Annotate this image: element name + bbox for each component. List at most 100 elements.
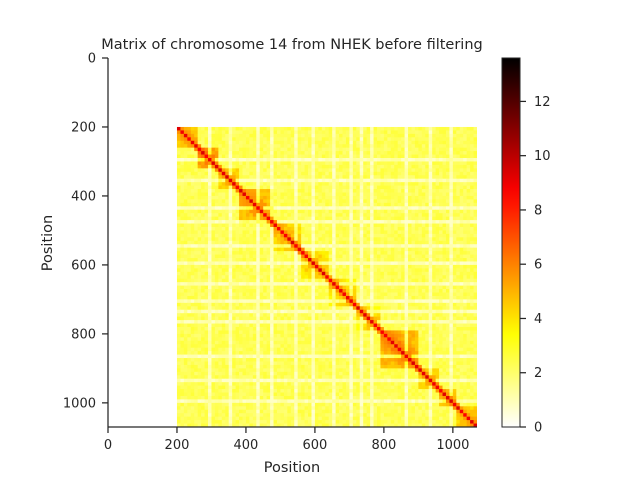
- heatmap-cell: [442, 126, 447, 131]
- heatmap-cell: [294, 278, 299, 283]
- heatmap-cell: [449, 275, 454, 280]
- heatmap-cell: [214, 178, 219, 183]
- heatmap-cell: [439, 275, 443, 280]
- heatmap-cell: [225, 226, 230, 231]
- heatmap-cell: [211, 244, 216, 249]
- heatmap-cell: [421, 171, 426, 176]
- heatmap-cell: [239, 268, 243, 273]
- heatmap-cell: [325, 202, 330, 207]
- heatmap-cell: [290, 158, 295, 162]
- heatmap-cell: [294, 185, 299, 190]
- heatmap-cell: [397, 195, 402, 200]
- heatmap-cell: [432, 209, 437, 214]
- heatmap-cell: [390, 309, 395, 314]
- heatmap-cell: [328, 137, 333, 142]
- heatmap-cell: [311, 268, 316, 273]
- heatmap-cell: [235, 323, 240, 328]
- heatmap-cell: [280, 216, 285, 221]
- heatmap-cell: [449, 140, 454, 145]
- heatmap-cell: [208, 233, 212, 238]
- heatmap-cell: [387, 264, 392, 269]
- heatmap-cell: [190, 254, 195, 259]
- heatmap-cell: [321, 309, 326, 314]
- heatmap-cell: [180, 233, 185, 238]
- heatmap-cell: [176, 154, 181, 159]
- heatmap-cell: [408, 258, 412, 262]
- heatmap-cell: [256, 302, 261, 307]
- heatmap-cell: [287, 192, 292, 197]
- heatmap-cell: [349, 320, 354, 324]
- heatmap-cell: [363, 247, 368, 252]
- heatmap-cell: [311, 254, 316, 259]
- heatmap-cell: [394, 137, 399, 142]
- heatmap-cell: [252, 140, 257, 145]
- heatmap-cell: [463, 158, 468, 162]
- heatmap-cell: [459, 320, 464, 324]
- heatmap-cell: [249, 271, 254, 276]
- heatmap-cell: [221, 216, 226, 221]
- heatmap-cell: [352, 230, 357, 235]
- heatmap-cell: [266, 302, 271, 307]
- heatmap-cell: [242, 240, 247, 245]
- heatmap-cell: [401, 275, 405, 280]
- heatmap-cell: [208, 164, 212, 169]
- heatmap-cell: [256, 299, 261, 304]
- heatmap-cell: [183, 230, 188, 235]
- heatmap-cell: [214, 323, 219, 328]
- heatmap-cell: [301, 237, 305, 242]
- heatmap-cell: [363, 144, 368, 149]
- heatmap-cell: [414, 292, 419, 297]
- heatmap-cell: [201, 316, 205, 321]
- heatmap-cell: [204, 299, 209, 304]
- heatmap-cell: [221, 130, 226, 135]
- heatmap-cell: [339, 237, 343, 242]
- heatmap-cell: [249, 306, 254, 311]
- heatmap-cell: [290, 258, 295, 262]
- heatmap-cell: [290, 285, 295, 290]
- heatmap-cell: [459, 209, 464, 214]
- heatmap-cell: [442, 192, 447, 197]
- heatmap-cell: [411, 258, 416, 262]
- heatmap-cell: [301, 313, 305, 318]
- heatmap-cell: [242, 164, 247, 169]
- heatmap-cell: [387, 178, 392, 183]
- heatmap-cell: [235, 306, 240, 311]
- heatmap-cell: [270, 230, 274, 235]
- heatmap-cell: [411, 278, 416, 283]
- heatmap-cell: [232, 233, 236, 238]
- heatmap-cell: [470, 285, 474, 290]
- heatmap-cell: [221, 126, 226, 131]
- heatmap-cell: [242, 126, 247, 131]
- heatmap-cell: [352, 206, 357, 211]
- heatmap-cell: [201, 161, 205, 166]
- heatmap-cell: [211, 137, 216, 142]
- heatmap-cell: [318, 182, 323, 186]
- heatmap-cell: [408, 244, 412, 249]
- heatmap-cell: [194, 261, 199, 266]
- heatmap-cell: [466, 144, 471, 149]
- heatmap-cell: [421, 316, 426, 321]
- heatmap-cell: [366, 268, 371, 273]
- heatmap-cell: [387, 126, 392, 131]
- heatmap-cell: [383, 199, 388, 204]
- heatmap-cell: [314, 306, 319, 311]
- heatmap-cell: [239, 182, 243, 186]
- heatmap-cell: [466, 154, 471, 159]
- heatmap-cell: [432, 292, 437, 297]
- heatmap-cell: [235, 278, 240, 283]
- heatmap-cell: [387, 130, 392, 135]
- heatmap-cell: [359, 240, 364, 245]
- heatmap-cell: [204, 230, 209, 235]
- heatmap-cell: [201, 140, 205, 145]
- heatmap-cell: [270, 199, 274, 204]
- heatmap-cell: [283, 133, 288, 138]
- heatmap-cell: [363, 282, 368, 287]
- heatmap-cell: [452, 199, 457, 204]
- heatmap-cell: [252, 275, 257, 280]
- heatmap-cell: [252, 254, 257, 259]
- heatmap-cell: [211, 220, 216, 224]
- heatmap-cell: [449, 295, 454, 300]
- heatmap-cell: [190, 168, 195, 173]
- heatmap-cell: [428, 206, 433, 211]
- heatmap-cell: [290, 247, 295, 252]
